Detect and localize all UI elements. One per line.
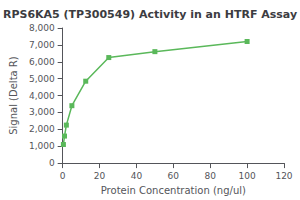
svg-text:3,000: 3,000 (29, 107, 55, 117)
svg-text:60: 60 (168, 171, 180, 181)
svg-text:2,000: 2,000 (29, 124, 55, 134)
svg-text:0: 0 (49, 158, 55, 168)
svg-text:RPS6KA5 (TP300549) Activity in: RPS6KA5 (TP300549) Activity in an HTRF A… (3, 8, 297, 21)
svg-text:8,000: 8,000 (29, 23, 55, 33)
svg-text:4,000: 4,000 (29, 91, 55, 101)
svg-text:120: 120 (275, 171, 292, 181)
svg-text:Signal (Delta R): Signal (Delta R) (8, 56, 19, 135)
svg-text:100: 100 (239, 171, 256, 181)
svg-text:Protein Concentration (ng/ul): Protein Concentration (ng/ul) (101, 185, 246, 196)
svg-text:5,000: 5,000 (29, 74, 55, 84)
svg-text:0: 0 (60, 171, 66, 181)
svg-text:80: 80 (204, 171, 216, 181)
svg-text:20: 20 (94, 171, 106, 181)
svg-text:6,000: 6,000 (29, 57, 55, 67)
svg-text:1,000: 1,000 (29, 141, 55, 151)
svg-text:40: 40 (131, 171, 143, 181)
svg-text:7,000: 7,000 (29, 40, 55, 50)
